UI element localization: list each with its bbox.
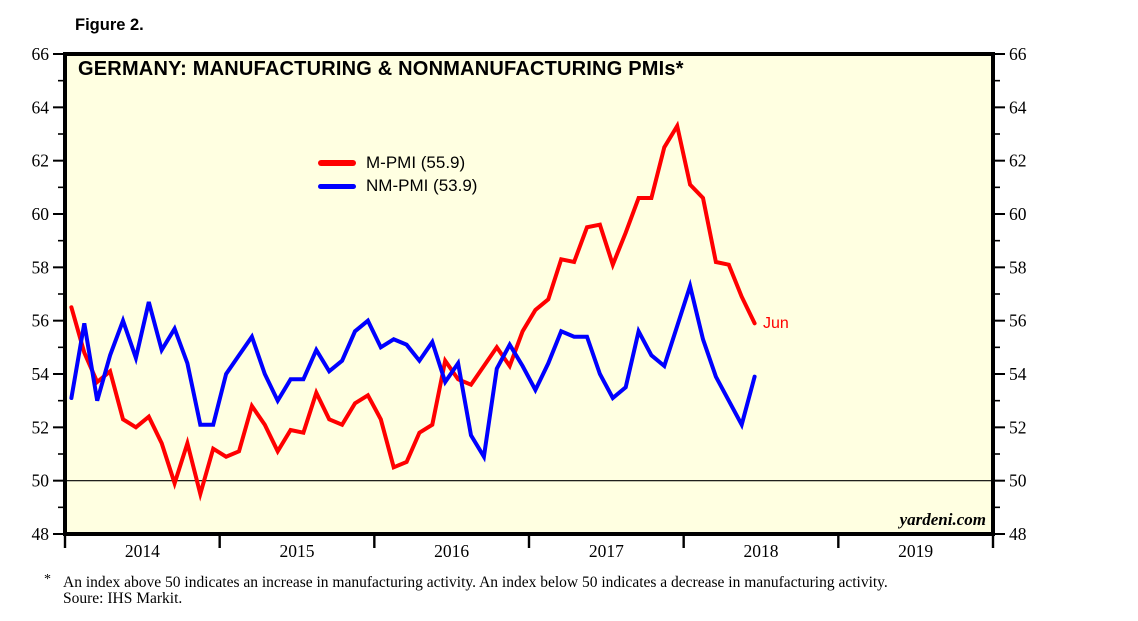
figure-label: Figure 2. bbox=[75, 16, 144, 34]
y-tick-label-right: 66 bbox=[1009, 44, 1027, 64]
footnote-text: An index above 50 indicates an increase … bbox=[63, 574, 888, 591]
y-tick-label-left: 50 bbox=[32, 471, 50, 491]
y-tick-label-left: 48 bbox=[32, 524, 50, 544]
nmpmi-legend-label: NM-PMI (53.9) bbox=[366, 176, 478, 196]
legend: M-PMI (55.9) NM-PMI (53.9) bbox=[318, 151, 477, 198]
y-tick-label-right: 60 bbox=[1009, 204, 1027, 224]
mpmi-legend-label: M-PMI (55.9) bbox=[366, 152, 466, 172]
y-tick-label-left: 58 bbox=[32, 257, 50, 277]
legend-item-nmpmi: NM-PMI (53.9) bbox=[318, 175, 477, 199]
y-tick-label-right: 48 bbox=[1009, 524, 1027, 544]
x-year-label: 2019 bbox=[898, 541, 933, 561]
watermark: yardeni.com bbox=[899, 510, 986, 529]
y-tick-label-right: 56 bbox=[1009, 311, 1027, 331]
y-tick-label-left: 62 bbox=[32, 151, 50, 171]
y-tick-label-left: 56 bbox=[32, 311, 50, 331]
mpmi-line-swatch bbox=[318, 160, 356, 166]
y-tick-label-left: 66 bbox=[32, 44, 50, 64]
series-line-mpmi bbox=[69, 120, 757, 502]
x-year-label: 2016 bbox=[434, 541, 469, 561]
footnote-source: Soure: IHS Markit. bbox=[63, 590, 183, 607]
x-year-label: 2014 bbox=[125, 541, 160, 561]
chart-title: GERMANY: MANUFACTURING & NONMANUFACTURIN… bbox=[78, 58, 684, 80]
x-year-label: 2017 bbox=[589, 541, 624, 561]
y-tick-label-left: 54 bbox=[32, 364, 50, 384]
plot-frame bbox=[63, 52, 995, 536]
y-tick-label-right: 52 bbox=[1009, 417, 1027, 437]
plot-area bbox=[65, 54, 993, 534]
footnote-marker: * bbox=[44, 572, 51, 587]
y-tick-label-left: 64 bbox=[32, 97, 50, 117]
y-tick-label-left: 52 bbox=[32, 417, 50, 437]
y-tick-label-right: 54 bbox=[1009, 364, 1027, 384]
y-tick-label-left: 60 bbox=[32, 204, 50, 224]
y-tick-label-right: 58 bbox=[1009, 257, 1027, 277]
series-line-nmpmi bbox=[69, 278, 757, 463]
last-point-annotation: Jun bbox=[763, 315, 789, 332]
x-year-label: 2015 bbox=[280, 541, 315, 561]
y-tick-label-right: 50 bbox=[1009, 471, 1027, 491]
y-tick-label-right: 62 bbox=[1009, 151, 1027, 171]
legend-item-mpmi: M-PMI (55.9) bbox=[318, 151, 477, 175]
nmpmi-line-swatch bbox=[318, 183, 356, 189]
x-year-label: 2018 bbox=[744, 541, 779, 561]
y-tick-label-right: 64 bbox=[1009, 97, 1027, 117]
